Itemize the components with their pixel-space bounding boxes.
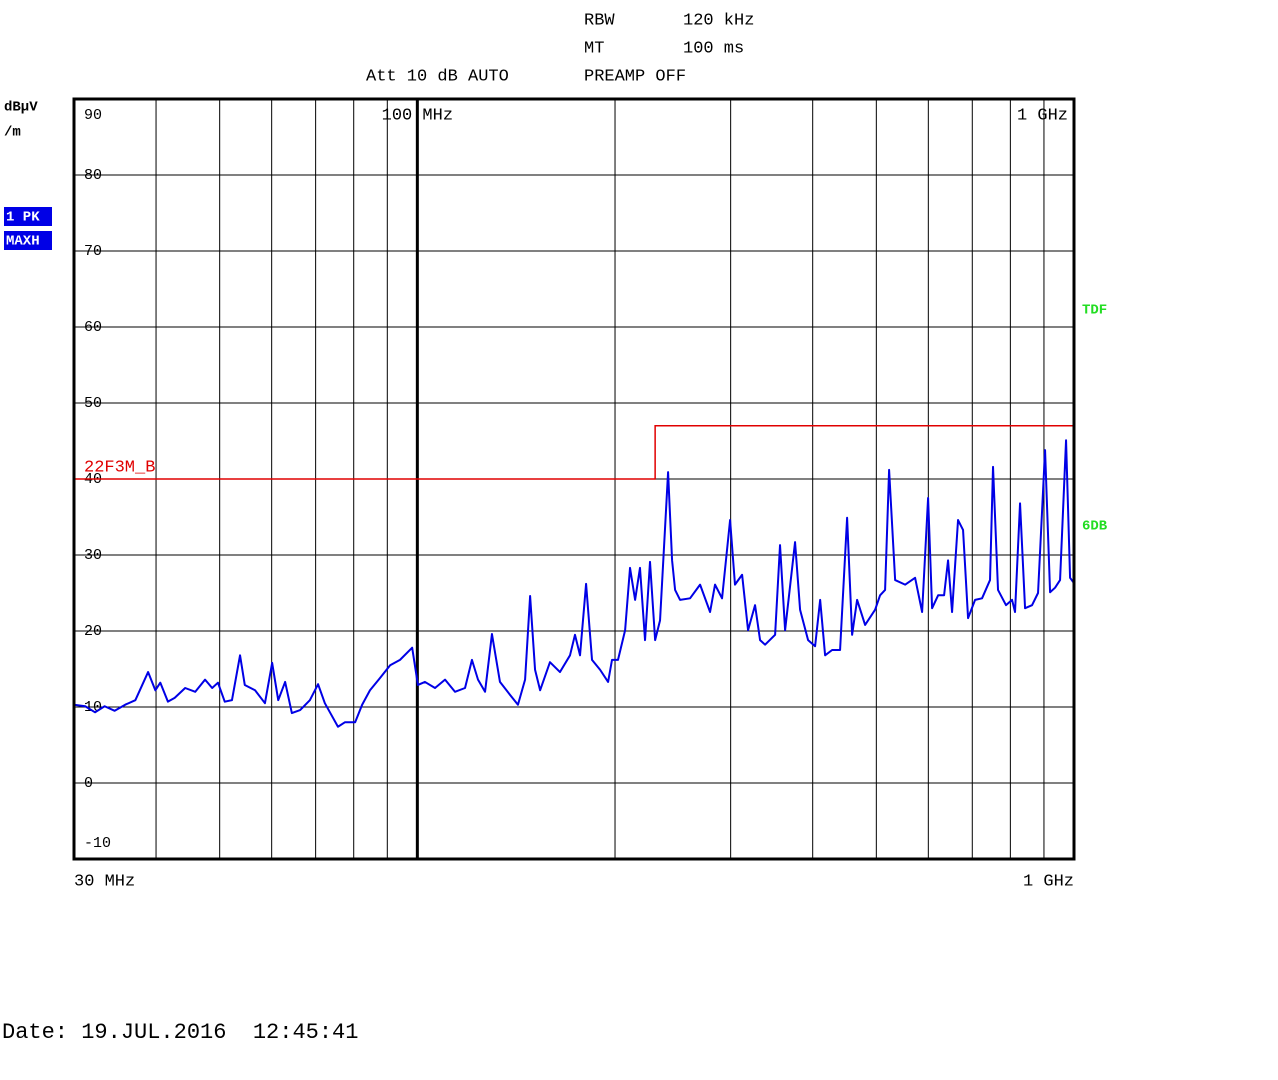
y-tick-label: 60 [84, 319, 102, 336]
limit-line-label: 22F3M_B [84, 458, 155, 477]
x-tick-label: 1 GHz [1023, 872, 1074, 891]
y-tick-label: 20 [84, 623, 102, 640]
marker-label: TDF [1082, 303, 1107, 319]
marker-label: 6DB [1082, 519, 1108, 535]
x-tick-label: 30 MHz [74, 872, 135, 891]
rbw-label: RBW [584, 11, 615, 30]
att: Att 10 dB AUTO [366, 67, 509, 86]
preamp: PREAMP OFF [584, 67, 686, 86]
unit: /m [4, 125, 21, 141]
y-tick-label: 80 [84, 167, 102, 184]
trace-mode: 1 PK [6, 210, 40, 226]
trace-mode: MAXH [6, 234, 40, 250]
y-tick-label: 0 [84, 775, 93, 792]
mt-value: 100 ms [683, 39, 744, 58]
y-tick-label: 50 [84, 395, 102, 412]
y-tick-label: 90 [84, 107, 102, 124]
trace-badge [4, 231, 52, 250]
limit-line [74, 425, 1074, 480]
y-tick-label: -10 [84, 835, 111, 852]
y-tick-label: 70 [84, 243, 102, 260]
x-tick-label: 100 MHz [382, 106, 453, 125]
unit: dBµV [4, 100, 38, 116]
y-tick-label: 30 [84, 547, 102, 564]
x-tick-label: 1 GHz [1017, 106, 1068, 125]
date: Date: 19.JUL.2016 12:45:41 [2, 1020, 358, 1045]
mt-label: MT [584, 39, 604, 58]
trace-badge [4, 207, 52, 226]
rbw-value: 120 kHz [683, 11, 754, 30]
plot-frame [72, 97, 1076, 861]
trace [73, 439, 1075, 728]
